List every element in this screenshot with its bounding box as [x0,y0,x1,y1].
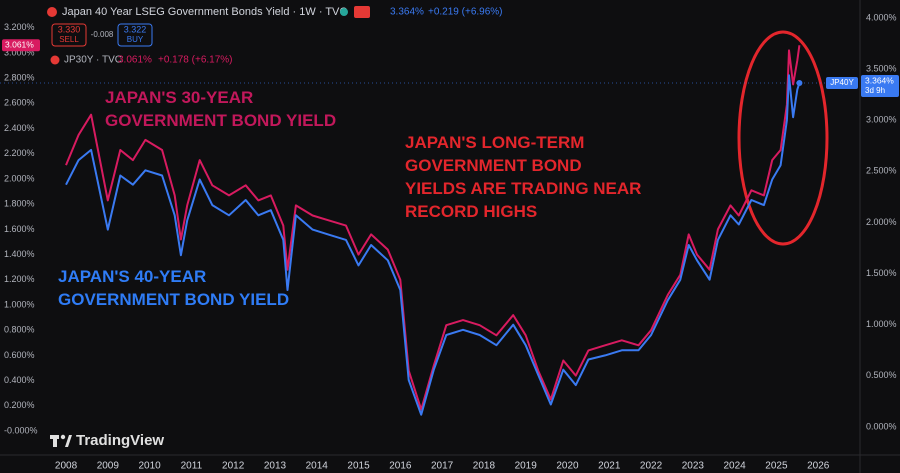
buy-label: BUY [127,35,144,44]
logo-part [53,435,57,447]
header-last: 3.364% [390,7,424,18]
logo-part [60,434,66,440]
buy-button[interactable] [117,23,153,47]
x-tick-label: 2013 [264,461,287,472]
x-tick-label: 2026 [807,461,830,472]
annotation: GOVERNMENT BOND YIELD [58,290,289,309]
y-tick-label: 0.200% [4,400,35,410]
y2-tick-label: 1.500% [866,268,897,278]
y-tick-label: 1.200% [4,274,35,284]
symbol-tag-text: JP40Y [830,78,854,87]
x-tick-label: 2018 [473,461,496,472]
y-tick-label: 0.400% [4,375,35,385]
y2-tick-label: 0.000% [866,421,897,431]
annotation: RECORD HIGHS [405,202,537,221]
y2-tick-label: 3.500% [866,63,897,73]
annotation: GOVERNMENT BOND [405,156,582,175]
compare-change: +0.178 (+6.17%) [158,55,233,66]
header-title: Japan 40 Year LSEG Government Bonds Yiel… [62,6,347,18]
y-tick-label: 1.800% [4,199,35,209]
x-tick-label: 2024 [724,461,747,472]
annotation: GOVERNMENT BOND YIELD [105,111,336,130]
annotation: JAPAN'S 30-YEAR [105,88,253,107]
y2-tick-label: 2.000% [866,217,897,227]
y-tick-label: 2.800% [4,73,35,83]
y-tick-label: 1.400% [4,249,35,259]
compare-symbol: JP30Y · TVC [64,55,122,66]
price-tag [861,75,899,98]
x-tick-label: 2022 [640,461,663,472]
y-tick-label: 0.800% [4,325,35,335]
x-tick-label: 2011 [181,461,203,472]
y2-tick-label: 3.000% [866,115,897,125]
header-change: +0.219 (+6.96%) [428,7,503,18]
x-tick-label: 2008 [55,461,78,472]
y-tick-label: 2.000% [4,173,35,183]
symbol-tag [826,77,858,90]
x-tick-label: 2015 [347,461,370,472]
x-tick-label: 2025 [765,461,788,472]
y-tick-label: 2.600% [4,98,35,108]
watermark: TradingView [50,432,164,449]
status-icon [340,8,348,16]
y-tick-label: 3.000% [4,47,35,57]
series-line [65,45,801,411]
buy-price: 3.322 [124,24,147,34]
y-tick-label: -0.000% [4,425,38,435]
y2-tick-label: 2.500% [866,166,897,176]
y-tick-label: 3.200% [4,22,35,32]
series-line [65,74,801,416]
price-tag-countdown: 3d 9h [865,86,885,95]
status-icon [354,6,370,18]
sell-price: 3.330 [58,24,81,34]
x-tick-label: 2020 [556,461,579,472]
x-tick-label: 2023 [682,461,705,472]
compare-last: 3.061% [118,55,152,66]
watermark-text: TradingView [76,432,164,449]
x-tick-label: 2016 [389,461,412,472]
y2-tick-label: 1.000% [866,319,897,329]
x-tick-label: 2010 [138,461,161,472]
sell-label: SELL [59,35,79,44]
highlight-ellipse [737,30,829,246]
x-tick-label: 2019 [515,461,538,472]
y-tick-label: 1.000% [4,299,35,309]
price-tag-value: 3.364% [865,75,894,85]
annotation: JAPAN'S LONG-TERM [405,133,584,152]
y-tick-label: 1.600% [4,224,35,234]
symbol-icon [47,7,57,17]
sell-button[interactable] [51,23,87,47]
spread: -0.008 [91,30,114,39]
symbol-icon [50,55,60,65]
logo-part [65,435,72,447]
y2-tick-label: 4.000% [866,12,897,22]
x-tick-label: 2012 [222,461,245,472]
x-tick-label: 2021 [598,461,621,472]
last-point [796,80,803,87]
x-tick-label: 2009 [97,461,120,472]
header: Japan 40 Year LSEG Government Bonds Yiel… [47,6,503,66]
x-tick-label: 2017 [431,461,454,472]
annotation: YIELDS ARE TRADING NEAR [405,179,641,198]
y-tick-label: 2.200% [4,148,35,158]
y2-tick-label: 0.500% [866,370,897,380]
x-tick-label: 2014 [306,461,329,472]
annotation: JAPAN'S 40-YEAR [58,267,206,286]
y-tick-label: 2.400% [4,123,35,133]
left-tag [2,39,40,52]
left-tag-text: 3.061% [5,39,34,49]
y-tick-label: 0.600% [4,350,35,360]
